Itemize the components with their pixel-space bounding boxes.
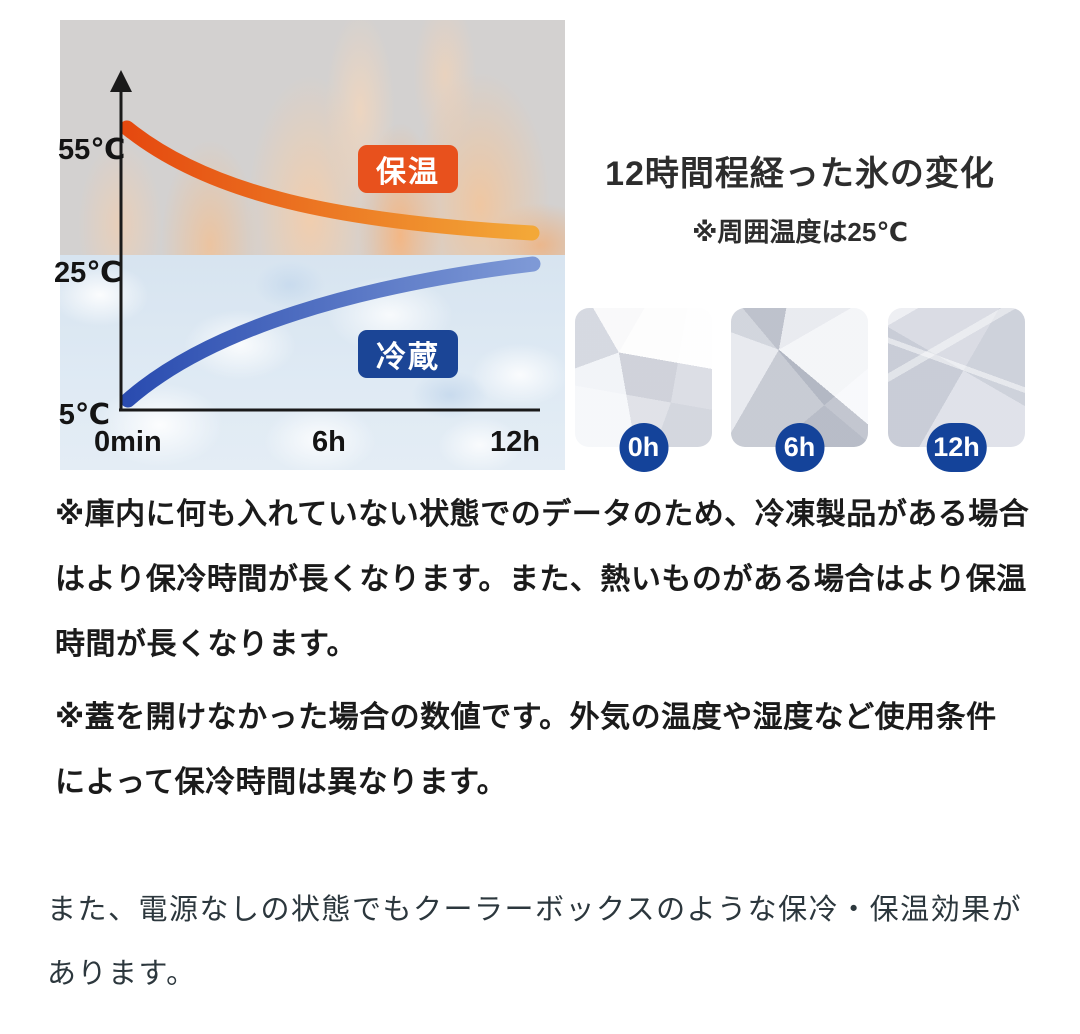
ice-photo-0h: 0h [575, 308, 712, 472]
temperature-graph: 55℃ 25℃ 5℃ 0min 6h 12h 保温 冷蔵 [54, 20, 565, 470]
note-paragraph-2: ※蓋を開けなかった場合の数値です。外気の温度や湿度など使用条件 によって保冷時間… [55, 685, 997, 815]
panel-title: 12時間程経った氷の変化 [605, 155, 995, 193]
footer-line: また、電源なしの状態でもクーラーボックスのような保冷・保温効果が [47, 894, 1023, 926]
ice-photo-6h: 6h [731, 308, 868, 472]
time-badge-6h: 6h [775, 423, 824, 472]
time-badge-0h: 0h [619, 423, 668, 472]
chart-curves [110, 70, 541, 412]
y-tick-25: 25℃ [54, 257, 122, 289]
series-label-hot: 保温 [358, 145, 458, 193]
note-line: ※庫内に何も入れていない状態でのデータのため、冷凍製品がある場合 [55, 498, 1030, 531]
fire-background [60, 20, 565, 255]
series-label-cold: 冷蔵 [358, 330, 458, 378]
y-tick-5: 5℃ [58, 399, 110, 431]
ice-photo-12h: 12h [888, 308, 1025, 472]
note-paragraph-1: ※庫内に何も入れていない状態でのデータのため、冷凍製品がある場合 はより保冷時間… [55, 482, 1029, 677]
x-tick-0min: 0min [94, 426, 162, 458]
footer-line: あります。 [47, 958, 197, 990]
ice-background [60, 255, 565, 470]
note-line: ※蓋を開けなかった場合の数値です。外気の温度や湿度など使用条件 [55, 701, 997, 734]
x-tick-12h: 12h [490, 426, 540, 458]
time-badge-12h: 12h [926, 423, 987, 472]
hot-series-curve [119, 120, 540, 241]
footer-paragraph: また、電源なしの状態でもクーラーボックスのような保冷・保温効果が あります。 [47, 878, 1022, 1006]
note-line: 時間が長くなります。 [55, 628, 357, 661]
x-tick-6h: 6h [312, 426, 346, 458]
cold-series-curve [120, 256, 541, 408]
y-axis-arrow-icon [110, 70, 132, 92]
panel-subtitle: ※周囲温度は25℃ [692, 217, 908, 247]
note-line: によって保冷時間は異なります。 [55, 766, 508, 799]
note-line: はより保冷時間が長くなります。また、熱いものがある場合はより保温 [55, 563, 1027, 596]
y-tick-55: 55℃ [58, 134, 126, 166]
